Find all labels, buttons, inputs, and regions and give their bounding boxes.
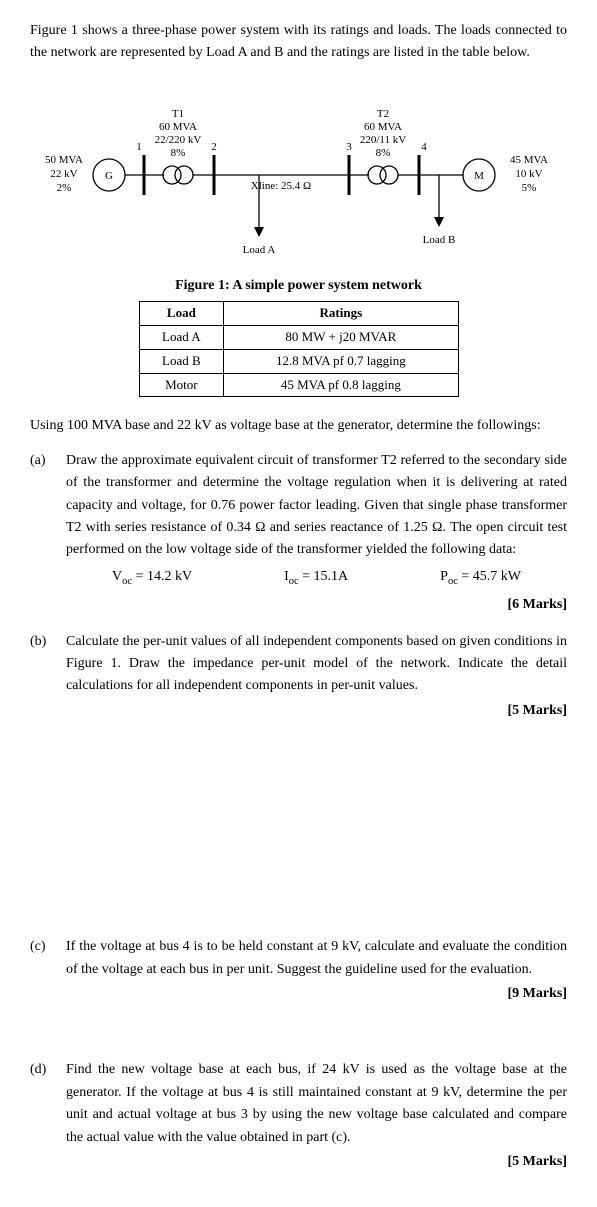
table-header-ratings: Ratings	[224, 302, 458, 326]
bus1-label: 1	[136, 141, 142, 153]
ratings-table: Load Ratings Load A 80 MW + j20 MVAR Loa…	[139, 301, 459, 397]
part-d-marks: [5 Marks]	[66, 1151, 567, 1173]
t1-mva: 60 MVA	[158, 121, 196, 133]
poc: Poc = 45.7 kW	[440, 566, 521, 591]
part-c: (c) If the voltage at bus 4 is to be hel…	[30, 936, 567, 1005]
part-d-label: (d)	[30, 1059, 66, 1081]
t1-ratio: 22/220 kV	[154, 134, 201, 146]
motor-pct: 5%	[521, 182, 536, 194]
part-c-text: If the voltage at bus 4 is to be held co…	[66, 939, 567, 976]
xline-label: Xline: 25.4 Ω	[250, 180, 310, 192]
motor-mva: 45 MVA	[509, 154, 547, 166]
figure-caption: Figure 1: A simple power system network	[30, 275, 567, 297]
baseline-text: Using 100 MVA base and 22 kV as voltage …	[30, 415, 567, 437]
part-d: (d) Find the new voltage base at each bu…	[30, 1059, 567, 1173]
whitespace-gap	[30, 1019, 567, 1059]
whitespace-gap	[30, 736, 567, 936]
power-system-figure: G 50 MVA 22 kV 2% 1 T1 60 MVA 22/220 kV …	[30, 85, 567, 265]
part-d-text: Find the new voltage base at each bus, i…	[66, 1062, 567, 1144]
oc-test-data: Voc = 14.2 kV Ioc = 15.1A Poc = 45.7 kW	[66, 566, 567, 591]
part-c-marks: [9 Marks]	[66, 983, 567, 1005]
part-b: (b) Calculate the per-unit values of all…	[30, 631, 567, 723]
part-b-text: Calculate the per-unit values of all ind…	[66, 634, 567, 694]
table-row: Motor 45 MVA pf 0.8 lagging	[139, 373, 458, 397]
part-a-marks: [6 Marks]	[66, 594, 567, 616]
motor-label: M	[474, 170, 484, 182]
bus3-label: 3	[346, 141, 352, 153]
part-a-label: (a)	[30, 450, 66, 472]
table-header-load: Load	[139, 302, 224, 326]
t1-name: T1	[171, 108, 183, 120]
t2-pct: 8%	[375, 147, 390, 159]
part-a: (a) Draw the approximate equivalent circ…	[30, 450, 567, 617]
intro-paragraph: Figure 1 shows a three-phase power syste…	[30, 20, 567, 65]
table-row: Load B 12.8 MVA pf 0.7 lagging	[139, 349, 458, 373]
voc: Voc = 14.2 kV	[112, 566, 192, 591]
motor-kv: 10 kV	[515, 168, 542, 180]
gen-mva: 50 MVA	[44, 154, 82, 166]
t2-name: T2	[376, 108, 388, 120]
loadA-label: Load A	[242, 244, 275, 256]
gen-label: G	[105, 170, 113, 182]
loadB-label: Load B	[422, 234, 455, 246]
t2-ratio: 220/11 kV	[359, 134, 405, 146]
bus2-label: 2	[211, 141, 217, 153]
table-row: Load A 80 MW + j20 MVAR	[139, 325, 458, 349]
part-b-marks: [5 Marks]	[66, 700, 567, 722]
part-a-text: Draw the approximate equivalent circuit …	[66, 453, 567, 558]
part-c-label: (c)	[30, 936, 66, 958]
gen-kv: 22 kV	[50, 168, 77, 180]
gen-pct: 2%	[56, 182, 71, 194]
ioc: Ioc = 15.1A	[284, 566, 348, 591]
t1-pct: 8%	[170, 147, 185, 159]
part-b-label: (b)	[30, 631, 66, 653]
bus4-label: 4	[421, 141, 427, 153]
t2-mva: 60 MVA	[363, 121, 401, 133]
